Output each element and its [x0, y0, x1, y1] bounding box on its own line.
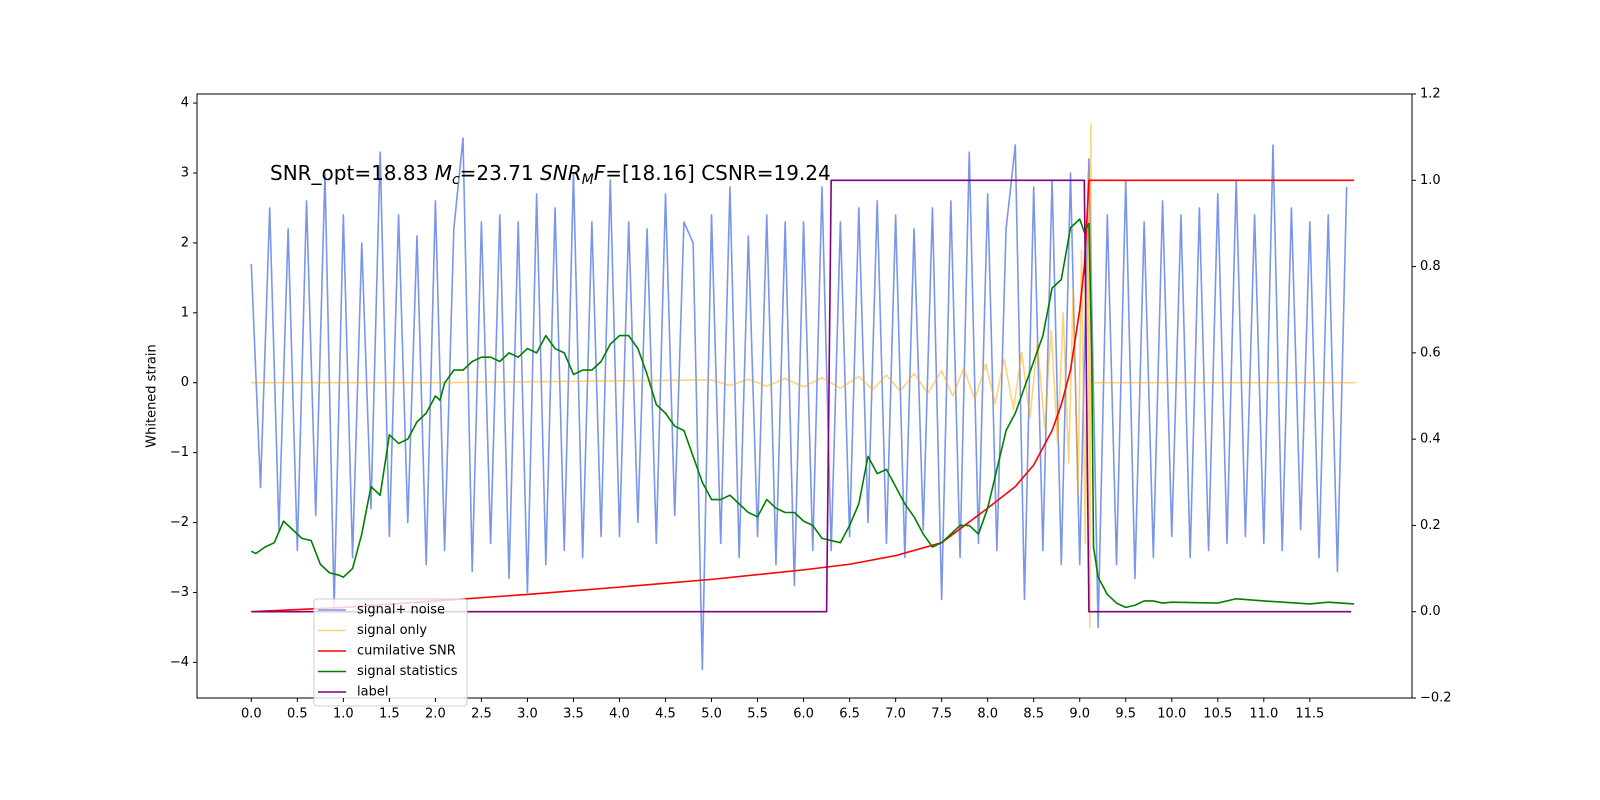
- y2-tick-label: 0.8: [1420, 259, 1441, 274]
- x-tick-label: 8.0: [977, 707, 998, 722]
- x-tick-label: 11.0: [1249, 707, 1278, 722]
- y-tick-label: −4: [170, 655, 189, 670]
- series-line: [250, 218, 1355, 609]
- x-tick-label: 9.5: [1115, 707, 1136, 722]
- legend-box: [313, 598, 468, 707]
- y2-tick-label: −0.2: [1420, 691, 1452, 706]
- y-tick-label: −1: [170, 445, 189, 460]
- x-tick-label: 6.0: [793, 707, 814, 722]
- y-tick-label: 2: [181, 235, 189, 250]
- x-tick-label: 4.5: [655, 707, 676, 722]
- annotation: SNR_opt=18.83 Mc=23.71 SNRMF=[18.16] CSN…: [270, 161, 831, 188]
- annotation-part: c: [452, 172, 460, 188]
- y-tick-label: 0: [181, 375, 189, 390]
- x-tick-label: 7.5: [931, 707, 952, 722]
- x-tick-label: 3.5: [563, 707, 584, 722]
- x-tick-label: 6.5: [839, 707, 860, 722]
- x-tick-label: 4.0: [609, 707, 630, 722]
- plot-area: [250, 123, 1356, 671]
- legend-label: signal statistics: [357, 664, 458, 679]
- y2-tick-label: 0.0: [1420, 604, 1441, 619]
- x-tick-label: 1.5: [379, 707, 400, 722]
- series-line: [250, 137, 1348, 671]
- annotation-part: F: [594, 161, 606, 185]
- y-tick-label: 4: [181, 96, 189, 111]
- series-line: [251, 123, 1356, 629]
- x-tick-label: 0.0: [241, 707, 262, 722]
- y2-tick-label: 0.4: [1420, 432, 1441, 447]
- axes-frame: [196, 93, 1413, 699]
- annotation-part: =[18.16] CSNR=19.24: [605, 161, 831, 185]
- x-tick-label: 1.0: [333, 707, 354, 722]
- legend-label: cumilative SNR: [357, 644, 456, 659]
- y2-tick-label: 1.0: [1420, 173, 1441, 188]
- x-tick-label: 2.0: [425, 707, 446, 722]
- series-line: [251, 179, 1352, 613]
- x-tick-label: 7.0: [885, 707, 906, 722]
- annotation-part: =23.71: [460, 161, 540, 185]
- x-tick-label: 5.5: [747, 707, 768, 722]
- legend: signal+ noise signal only cumilative SNR si…: [313, 598, 468, 707]
- x-tick-label: 2.5: [471, 707, 492, 722]
- y-tick-label: −3: [170, 585, 189, 600]
- y-tick-label: −2: [170, 515, 189, 530]
- annotation-part: M: [582, 172, 594, 188]
- annotation-part: SNR_opt=18.83: [270, 161, 435, 185]
- y2-tick-label: 0.6: [1420, 345, 1441, 360]
- legend-label: signal only: [357, 623, 427, 638]
- legend-label: signal+ noise: [357, 603, 445, 618]
- annotation-part: SNR: [540, 161, 582, 185]
- x-tick-label: 10.0: [1157, 707, 1186, 722]
- annotation-part: M: [435, 161, 452, 185]
- x-tick-label: 5.0: [701, 707, 722, 722]
- x-tick-label: 0.5: [287, 707, 308, 722]
- y2-tick-label: 0.2: [1420, 518, 1441, 533]
- y-axis-label: Whitened strain: [145, 344, 160, 447]
- y2-tick-label: 1.2: [1420, 87, 1441, 102]
- legend-label: label: [357, 685, 388, 700]
- y-tick-label: 3: [181, 165, 189, 180]
- y-tick-label: 1: [181, 305, 189, 320]
- x-tick-label: 10.5: [1203, 707, 1232, 722]
- x-tick-label: 8.5: [1023, 707, 1044, 722]
- x-tick-label: 3.0: [517, 707, 538, 722]
- x-tick-label: 11.5: [1295, 707, 1324, 722]
- x-tick-label: 9.0: [1069, 707, 1090, 722]
